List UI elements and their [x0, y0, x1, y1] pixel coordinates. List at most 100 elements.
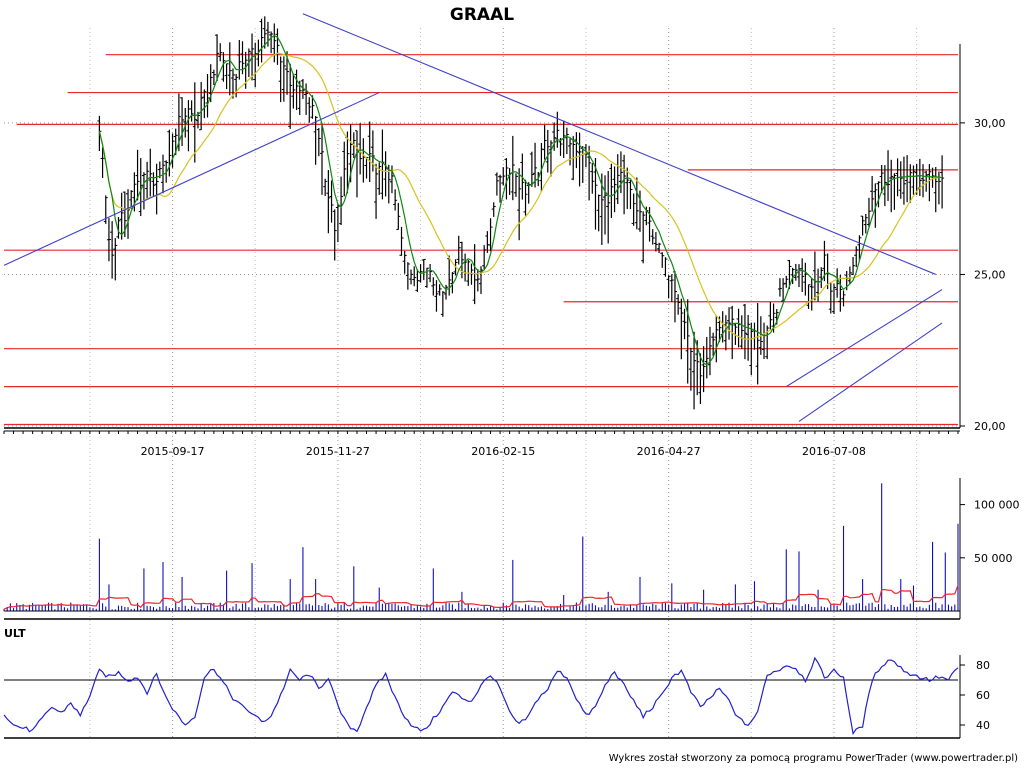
ohlc-bar: [921, 164, 926, 198]
ohlc-bar: [494, 172, 499, 196]
ohlc-bar: [676, 294, 681, 315]
price-tick-label: 25,00: [974, 268, 1006, 281]
ohlc-bar: [189, 100, 194, 122]
ohlc-bar: [434, 280, 439, 312]
ohlc-bar: [227, 42, 232, 96]
ohlc-bar: [517, 168, 522, 241]
ohlc-bar: [924, 170, 929, 192]
ohlc-bar: [272, 23, 277, 63]
ohlc-bar: [364, 156, 369, 179]
date-tick-label: 2016-04-27: [637, 445, 701, 458]
ohlc-bar: [183, 108, 188, 138]
trend-line: [3, 92, 380, 266]
price-tick-label: 30,00: [974, 117, 1006, 130]
volume-tick-label: 100 000: [974, 499, 1020, 512]
ohlc-bar: [240, 41, 245, 75]
ohlc-bar: [488, 218, 493, 252]
ohlc-bar: [186, 100, 191, 152]
ohlc-bar: [221, 52, 226, 82]
ohlc-bar: [612, 166, 617, 213]
ohlc-bar: [755, 303, 760, 385]
ohlc-bar: [294, 69, 299, 111]
ohlc-bar: [482, 245, 487, 270]
ohlc-bar: [510, 135, 515, 201]
ohlc-bar: [647, 207, 652, 242]
ohlc-bar: [679, 298, 684, 360]
ohlc-bar: [405, 262, 410, 290]
ohlc-bar: [393, 189, 398, 211]
ohlc-bar: [806, 284, 811, 309]
ohlc-bar: [638, 190, 642, 232]
ohlc-bar: [631, 193, 636, 226]
ohlc-bar: [533, 142, 538, 188]
date-tick-label: 2016-07-08: [802, 445, 866, 458]
ohlc-bar: [119, 192, 124, 240]
ohlc-bar: [812, 251, 817, 301]
ohlc-bar: [402, 250, 407, 274]
ohlc-bar: [507, 168, 512, 195]
ohlc-bar: [320, 122, 324, 195]
ohlc-bar: [141, 172, 146, 210]
ohlc-bar: [870, 175, 875, 212]
ohlc-bar: [866, 197, 871, 227]
volume-tick-label: 50 000: [974, 552, 1013, 565]
ohlc-bar: [911, 165, 916, 195]
ohlc-bar: [199, 81, 204, 131]
ohlc-bar: [762, 322, 767, 359]
ohlc-bar: [669, 274, 674, 303]
ohlc-bar: [313, 116, 318, 165]
ohlc-bar: [428, 264, 433, 283]
trend-line: [302, 13, 936, 275]
ohlc-bar: [377, 162, 382, 195]
ohlc-bar: [879, 164, 884, 194]
ohlc-bar: [100, 147, 105, 178]
ohlc-bar: [787, 260, 792, 290]
ohlc-bar: [568, 138, 573, 166]
ohlc-bar: [126, 189, 131, 239]
ohlc-bar: [898, 161, 903, 199]
volume-moving-average: [3, 585, 959, 610]
ohlc-bar: [666, 275, 671, 299]
ohlc-bar: [310, 95, 315, 119]
ohlc-bar: [399, 226, 404, 256]
ohlc-bar: [370, 130, 375, 172]
ohlc-bar: [831, 283, 836, 315]
footer-credit: Wykres został stworzony za pomocą progra…: [609, 753, 1018, 764]
ohlc-bar: [723, 315, 728, 351]
ohlc-bar: [269, 31, 274, 54]
ohlc-bar: [262, 16, 267, 49]
ohlc-bar: [323, 178, 328, 197]
ohlc-bar: [736, 308, 741, 348]
ohlc-bar: [291, 73, 296, 109]
ohlc-bar: [151, 172, 156, 196]
ohlc-bar: [901, 156, 906, 205]
ohlc-bar: [539, 142, 544, 192]
ohlc-bar: [590, 163, 595, 194]
ohlc-bar: [707, 326, 712, 376]
ohlc-bar: [342, 141, 347, 197]
ohlc-bar: [752, 322, 757, 350]
ohlc-bar: [797, 264, 801, 288]
date-tick-label: 2015-09-17: [141, 445, 205, 458]
ohlc-bar: [304, 83, 309, 116]
ohlc-bar: [396, 202, 401, 230]
ohlc-bar: [784, 275, 789, 288]
ohlc-bar: [265, 21, 270, 47]
ohlc-bar: [672, 271, 677, 323]
ohlc-bar: [905, 155, 910, 203]
ohlc-bar: [437, 284, 442, 296]
ult-panel-title: ULT: [4, 627, 26, 640]
ohlc-bar: [129, 190, 134, 209]
ohlc-bar: [809, 278, 814, 311]
trend-line: [798, 322, 943, 422]
date-tick-label: 2015-11-27: [306, 445, 370, 458]
ohlc-bar: [307, 97, 312, 123]
ohlc-bar: [701, 346, 706, 393]
ohlc-bar: [148, 148, 153, 197]
ohlc-bar: [548, 140, 553, 177]
ohlc-bar: [545, 129, 550, 173]
ohlc-bar: [523, 179, 528, 216]
ohlc-bar: [822, 240, 827, 282]
ohlc-bar: [157, 161, 162, 179]
ult-panel: ULT 40 60 80: [3, 627, 990, 739]
